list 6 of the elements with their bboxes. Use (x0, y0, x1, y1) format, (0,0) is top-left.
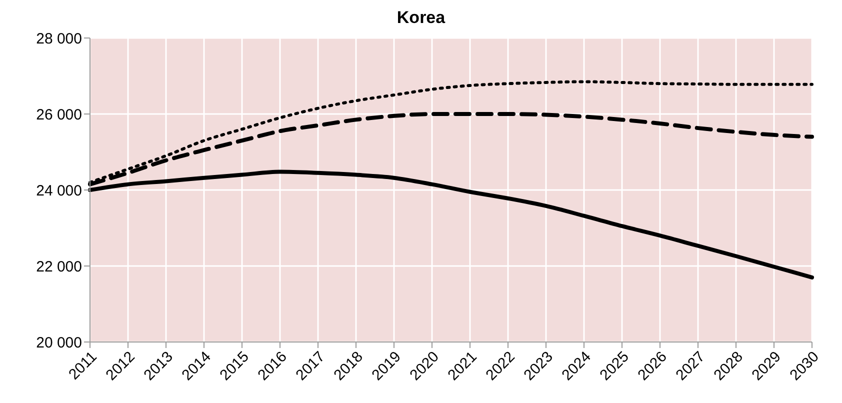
y-tick-label: 24 000 (36, 182, 82, 200)
y-tick-label: 28 000 (36, 30, 82, 48)
y-tick-label: 22 000 (36, 258, 82, 276)
y-tick-label: 20 000 (36, 334, 82, 352)
y-tick-label: 26 000 (36, 106, 82, 124)
chart-title: Korea (396, 8, 446, 29)
